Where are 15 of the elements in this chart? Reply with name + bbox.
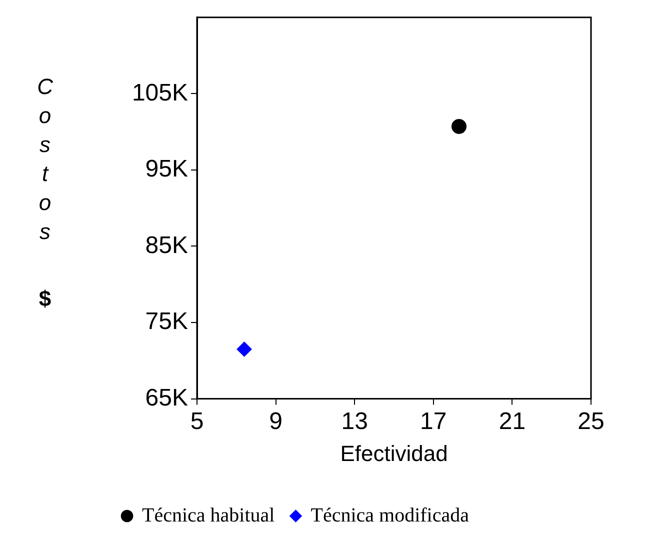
text: Costos $ xyxy=(37,74,53,312)
x-tick-label: 21 xyxy=(498,408,526,435)
x-tick-label: 9 xyxy=(269,408,282,435)
x-tick-label: 25 xyxy=(578,408,604,435)
legend-label: Técnica habitual xyxy=(142,504,276,526)
y-tick-label: 75K xyxy=(145,308,188,336)
y-tick-label: 105K xyxy=(132,79,188,106)
x-tick-label: 17 xyxy=(420,408,447,435)
y-tick-label: 95K xyxy=(145,156,188,183)
y-tick-label: 65K xyxy=(145,384,188,412)
legend-label: Técnica modificada xyxy=(310,504,470,526)
x-tick-label: 13 xyxy=(341,408,368,435)
y-tick-label: 85K xyxy=(145,232,188,259)
x-tick-label: 5 xyxy=(190,408,204,435)
x-axis-title: Efectividad xyxy=(340,440,448,466)
